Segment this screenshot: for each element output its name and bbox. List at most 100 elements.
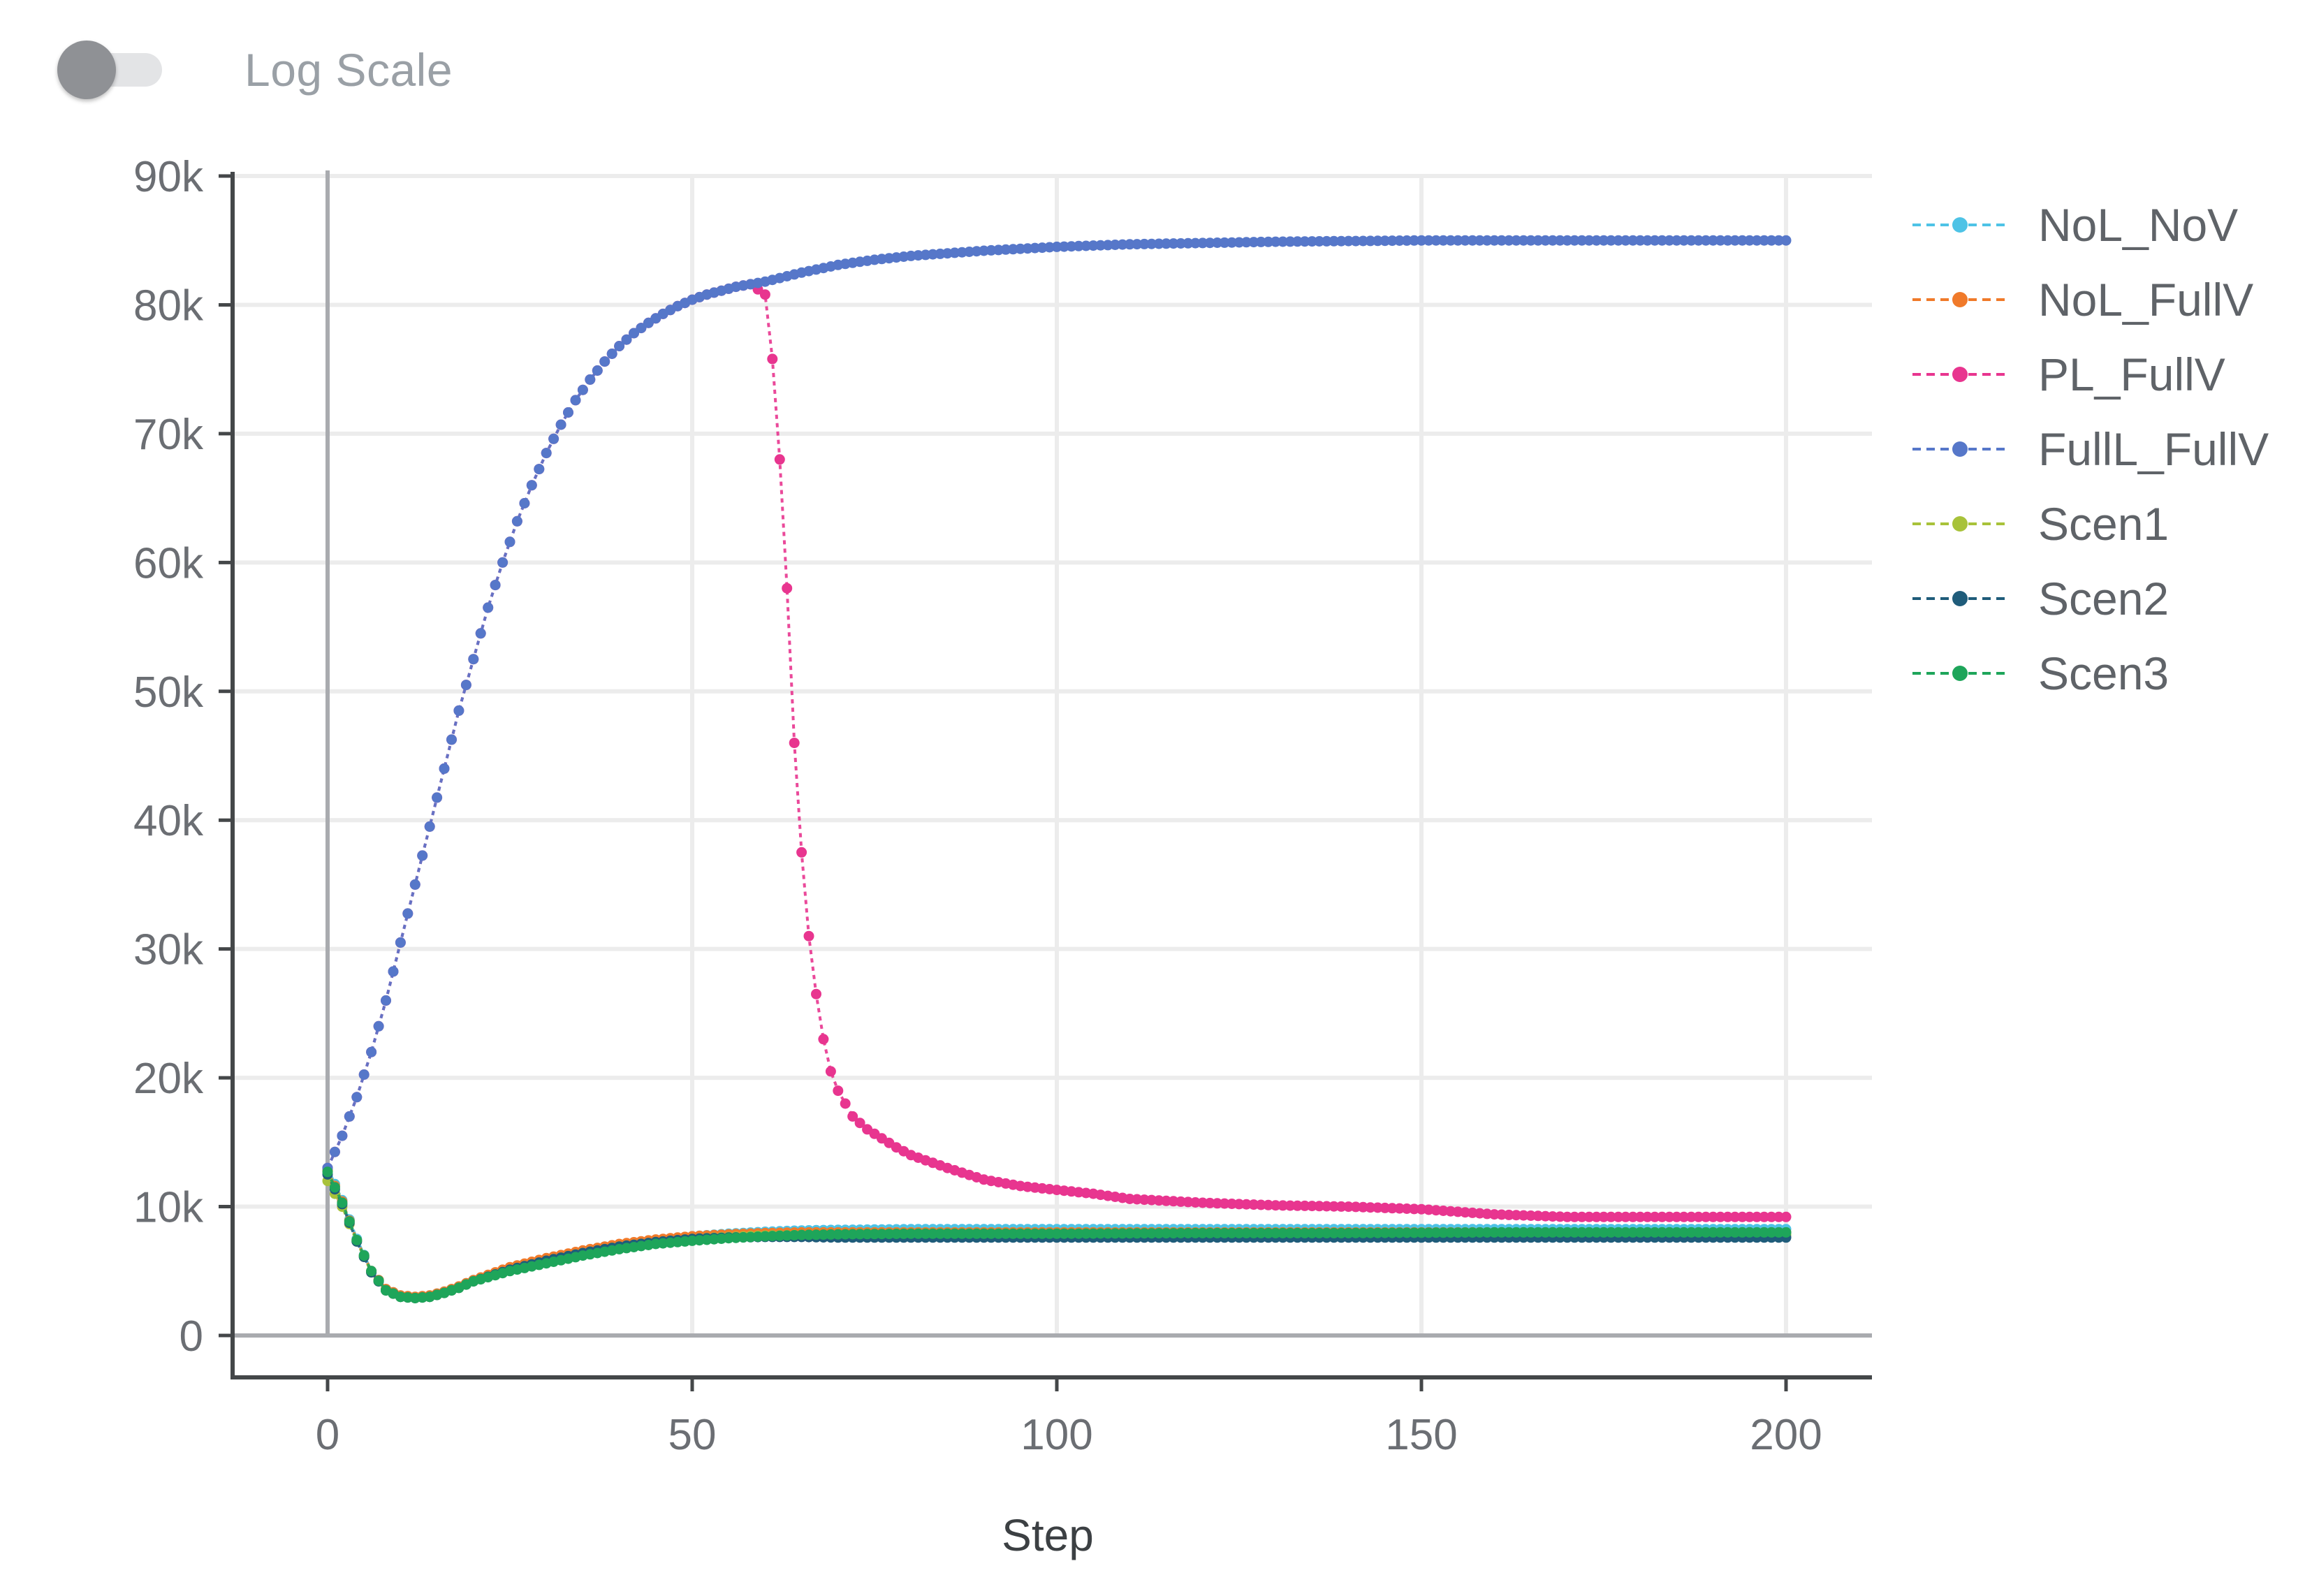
data-point — [1547, 235, 1558, 246]
data-point — [1532, 235, 1544, 246]
log-scale-label: Log Scale — [244, 44, 453, 96]
data-point — [759, 289, 770, 300]
data-point — [774, 454, 785, 465]
data-point — [898, 1228, 909, 1239]
data-point — [1759, 1211, 1770, 1222]
legend-label: NoL_FullV — [2038, 274, 2253, 325]
data-point — [1627, 1211, 1639, 1222]
data-point — [1576, 1227, 1588, 1238]
data-point — [1234, 237, 1245, 248]
data-point — [1321, 1201, 1332, 1212]
data-point — [1401, 1203, 1412, 1214]
data-point — [1488, 235, 1500, 246]
data-point — [417, 850, 428, 861]
data-point — [1285, 1200, 1296, 1211]
data-point — [1583, 235, 1595, 246]
data-point — [1759, 235, 1770, 246]
legend-item: NoL_FullV — [1912, 274, 2253, 325]
legend-label: NoL_NoV — [2038, 199, 2238, 251]
data-point — [1526, 1227, 1537, 1238]
data-point — [1583, 1227, 1595, 1238]
data-point — [1190, 237, 1201, 249]
data-point — [862, 1229, 873, 1240]
data-point — [782, 1230, 793, 1241]
data-point — [1605, 235, 1616, 246]
data-point — [825, 1066, 836, 1077]
data-point — [854, 1229, 865, 1240]
data-point — [534, 464, 545, 475]
data-point — [986, 1228, 997, 1239]
legend-swatch-marker — [1952, 441, 1968, 457]
data-point — [1241, 1227, 1252, 1238]
data-point — [1598, 1227, 1609, 1238]
data-point — [381, 995, 391, 1006]
data-point — [1722, 1211, 1733, 1222]
data-point — [1306, 1227, 1317, 1238]
data-point — [1620, 1227, 1631, 1238]
data-point — [1583, 1211, 1595, 1222]
data-point — [1715, 1211, 1726, 1222]
data-point — [453, 705, 464, 716]
data-point — [928, 1228, 938, 1239]
data-point — [1161, 238, 1172, 249]
data-point — [1314, 1227, 1325, 1238]
data-point — [1431, 1227, 1442, 1238]
data-point — [1176, 238, 1186, 249]
data-point — [1329, 1227, 1340, 1238]
data-point — [1678, 1211, 1690, 1222]
data-point — [548, 433, 559, 444]
data-point — [1722, 235, 1733, 246]
log-scale-toggle[interactable] — [57, 36, 163, 103]
data-point — [1481, 235, 1493, 246]
data-point — [1124, 239, 1135, 250]
y-tick-label: 40k — [133, 797, 204, 845]
data-point — [1685, 1227, 1697, 1238]
data-point — [1219, 1227, 1230, 1238]
data-point — [351, 1235, 363, 1245]
data-point — [1000, 1228, 1011, 1239]
data-point — [373, 1275, 384, 1287]
y-tick-label: 10k — [133, 1184, 204, 1232]
data-point — [468, 654, 479, 665]
data-point — [541, 448, 552, 459]
legend-swatch-marker — [1952, 217, 1968, 233]
data-point — [1569, 1211, 1580, 1222]
y-tick-label: 20k — [133, 1055, 204, 1103]
y-tick-label: 50k — [133, 668, 204, 717]
data-point — [322, 1166, 333, 1178]
data-point — [993, 1228, 1004, 1239]
data-point — [1452, 235, 1463, 246]
data-point — [1569, 235, 1580, 246]
legend: NoL_NoV NoL_FullV PL_FullV FullL_FullV Scen1… — [1912, 199, 2269, 699]
data-point — [1657, 235, 1667, 246]
data-point — [526, 480, 537, 491]
data-point — [796, 847, 807, 858]
data-point — [789, 738, 800, 749]
data-point — [1766, 235, 1777, 246]
x-tick-label: 200 — [1750, 1411, 1822, 1459]
data-point — [833, 1085, 844, 1097]
data-point — [337, 1197, 348, 1208]
data-point — [585, 374, 596, 385]
data-point — [1780, 1211, 1792, 1222]
data-point — [1227, 237, 1238, 248]
data-point — [1518, 1227, 1529, 1238]
data-point — [1452, 1227, 1463, 1238]
data-point — [439, 763, 450, 774]
data-point — [1212, 237, 1223, 248]
data-point — [1161, 1228, 1172, 1239]
data-point — [1117, 1228, 1128, 1239]
data-point — [876, 1229, 887, 1240]
data-point — [1343, 1227, 1354, 1238]
data-point — [1350, 235, 1361, 247]
data-point — [949, 1228, 960, 1239]
data-point — [920, 1228, 931, 1239]
data-point — [1613, 235, 1624, 246]
y-tick-label: 80k — [133, 281, 204, 330]
data-point — [1562, 1227, 1573, 1238]
data-point — [833, 1229, 844, 1240]
legend-label: PL_FullV — [2038, 349, 2225, 400]
data-point — [1634, 235, 1646, 246]
legend-label: Scen2 — [2038, 573, 2169, 624]
data-point — [1168, 238, 1179, 249]
